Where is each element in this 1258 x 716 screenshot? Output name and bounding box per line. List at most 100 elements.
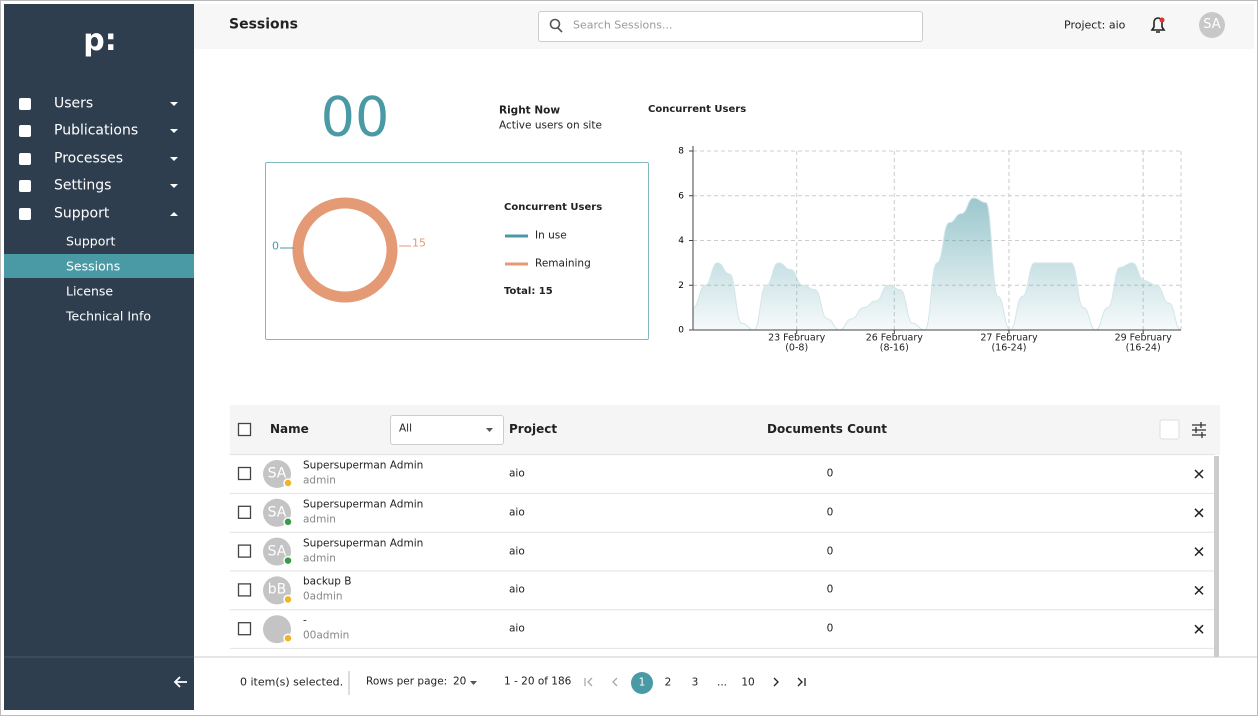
x-tick-label: 26 February (8-16) bbox=[865, 332, 923, 354]
page-number[interactable]: 1 bbox=[638, 676, 646, 689]
scrollbar bbox=[1214, 456, 1219, 657]
last-page[interactable] bbox=[797, 677, 806, 687]
subnav-item[interactable]: Sessions bbox=[66, 258, 121, 274]
subnav-item[interactable]: Support bbox=[66, 233, 116, 249]
nav-icon bbox=[19, 208, 31, 220]
page-number[interactable]: 2 bbox=[664, 676, 672, 689]
status-dot bbox=[283, 555, 293, 566]
nav-item[interactable]: Support bbox=[54, 205, 110, 222]
y-tick-label: 4 bbox=[678, 236, 684, 246]
nav-item[interactable]: Users bbox=[54, 95, 94, 112]
project-cell: aio bbox=[509, 622, 525, 635]
checkbox[interactable] bbox=[237, 544, 252, 558]
collapse-arrow[interactable] bbox=[173, 676, 187, 688]
avatar-initials: SA bbox=[1203, 17, 1221, 33]
column-menu[interactable] bbox=[1159, 419, 1180, 440]
sidebar bbox=[4, 4, 194, 710]
user-name: Supersuperman Admin bbox=[303, 459, 424, 472]
documents-cell: 0 bbox=[826, 545, 834, 558]
prev-page[interactable] bbox=[612, 677, 618, 687]
user-name: Supersuperman Admin bbox=[303, 537, 424, 550]
page-number[interactable]: 10 bbox=[741, 676, 755, 689]
user-login: admin bbox=[303, 552, 336, 565]
documents-cell: 0 bbox=[826, 506, 834, 519]
rows-per-page[interactable]: 20 bbox=[453, 675, 467, 688]
status-dot bbox=[283, 594, 293, 605]
filter-icon[interactable] bbox=[1192, 422, 1206, 438]
remove-button[interactable] bbox=[1194, 469, 1204, 479]
avatar-initials: SA bbox=[267, 543, 287, 560]
x-tick-label: 29 February (16-24) bbox=[1114, 332, 1172, 354]
user-name: - bbox=[303, 614, 307, 627]
donut-label: 15 bbox=[412, 236, 426, 250]
avatar[interactable] bbox=[1199, 12, 1225, 38]
status-dot bbox=[283, 633, 293, 643]
subnav-item[interactable]: Technical Info bbox=[66, 308, 152, 324]
selection-count: 0 item(s) selected. bbox=[240, 675, 344, 689]
area bbox=[692, 197, 1182, 331]
column-header[interactable]: Project bbox=[509, 421, 558, 436]
remove-button[interactable] bbox=[1194, 508, 1204, 518]
remove-button[interactable] bbox=[1194, 547, 1204, 557]
checkbox[interactable] bbox=[237, 583, 252, 597]
nav-caret bbox=[170, 129, 178, 133]
donut-segment bbox=[292, 197, 398, 303]
nav-item[interactable]: Settings bbox=[54, 177, 112, 194]
project-cell: aio bbox=[509, 545, 525, 558]
search-box[interactable] bbox=[538, 11, 923, 42]
avatar-initials: SA bbox=[267, 504, 287, 521]
summary-heading: Right Now bbox=[499, 104, 561, 117]
page-range: 1 - 20 of 186 bbox=[504, 675, 572, 688]
x-tick-label: 23 February (0-8) bbox=[768, 332, 826, 354]
rows-per-page-label: Rows per page: bbox=[366, 675, 448, 688]
user-login: 00admin bbox=[303, 629, 350, 642]
project-cell: aio bbox=[509, 506, 525, 519]
next-page[interactable] bbox=[773, 677, 779, 687]
legend-label: Remaining bbox=[535, 257, 591, 270]
user-name: Supersuperman Admin bbox=[303, 498, 424, 511]
y-tick-label: 8 bbox=[678, 147, 684, 157]
active-count: 00 bbox=[320, 85, 390, 149]
first-page[interactable] bbox=[584, 677, 593, 687]
notification-bell[interactable] bbox=[1150, 17, 1166, 33]
nav-icon bbox=[19, 180, 31, 192]
column-header[interactable]: Name bbox=[270, 421, 309, 436]
donut-total: Total: 15 bbox=[504, 286, 553, 297]
status-dot bbox=[283, 478, 293, 488]
active-highlight bbox=[4, 254, 194, 278]
y-tick-label: 2 bbox=[678, 281, 684, 291]
filter-select[interactable] bbox=[390, 415, 504, 445]
checkbox[interactable] bbox=[237, 505, 252, 519]
nav-item[interactable]: Processes bbox=[54, 150, 124, 167]
nav-item[interactable]: Publications bbox=[54, 122, 139, 139]
page-title: Sessions bbox=[229, 16, 298, 33]
search-icon bbox=[549, 18, 561, 30]
user-login: admin bbox=[303, 474, 336, 487]
current-page bbox=[631, 672, 653, 694]
project-label: Project: aio bbox=[1064, 18, 1126, 32]
checkbox[interactable] bbox=[237, 422, 252, 437]
remove-button[interactable] bbox=[1194, 624, 1204, 634]
documents-cell: 0 bbox=[826, 622, 834, 635]
nav-caret bbox=[170, 212, 178, 216]
checkbox[interactable] bbox=[237, 622, 252, 636]
avatar-initials: SA bbox=[267, 465, 287, 482]
y-tick-label: 6 bbox=[678, 191, 684, 201]
nav-caret bbox=[170, 157, 178, 161]
page-number[interactable]: 3 bbox=[691, 676, 699, 689]
y-tick-label: 0 bbox=[678, 326, 684, 336]
documents-cell: 0 bbox=[826, 467, 834, 480]
remove-button[interactable] bbox=[1194, 585, 1204, 595]
column-header[interactable]: Documents Count bbox=[767, 421, 887, 436]
donut-label: 0 bbox=[272, 239, 279, 253]
checkbox[interactable] bbox=[237, 466, 252, 481]
footer-bar bbox=[194, 657, 1257, 715]
select-caret bbox=[486, 428, 493, 432]
page-number[interactable]: ... bbox=[716, 676, 728, 689]
user-login: 0admin bbox=[303, 591, 343, 604]
subnav-item[interactable]: License bbox=[66, 283, 114, 299]
x-tick-label: 27 February (16-24) bbox=[980, 332, 1038, 354]
user-name: backup B bbox=[303, 576, 352, 589]
legend-label: In use bbox=[535, 229, 567, 242]
